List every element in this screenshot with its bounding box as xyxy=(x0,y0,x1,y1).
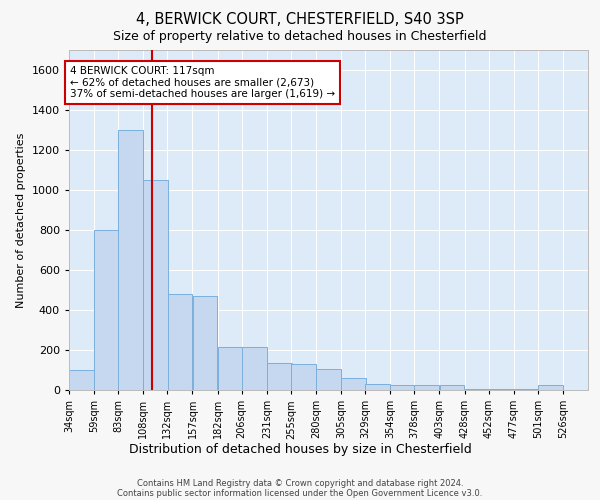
Bar xyxy=(193,296,217,390)
Bar xyxy=(440,385,464,390)
Bar xyxy=(489,389,514,390)
Bar xyxy=(316,369,341,390)
Text: Size of property relative to detached houses in Chesterfield: Size of property relative to detached ho… xyxy=(113,30,487,43)
Bar xyxy=(341,378,366,390)
Bar xyxy=(391,385,415,390)
Bar xyxy=(118,130,143,390)
Bar xyxy=(267,363,292,390)
Bar xyxy=(415,385,439,390)
Y-axis label: Number of detached properties: Number of detached properties xyxy=(16,132,26,308)
Text: 4, BERWICK COURT, CHESTERFIELD, S40 3SP: 4, BERWICK COURT, CHESTERFIELD, S40 3SP xyxy=(136,12,464,28)
Text: Contains public sector information licensed under the Open Government Licence v3: Contains public sector information licen… xyxy=(118,488,482,498)
Bar xyxy=(143,180,168,390)
Text: Contains HM Land Registry data © Crown copyright and database right 2024.: Contains HM Land Registry data © Crown c… xyxy=(137,478,463,488)
Text: Distribution of detached houses by size in Chesterfield: Distribution of detached houses by size … xyxy=(128,442,472,456)
Bar xyxy=(94,230,119,390)
Bar xyxy=(365,384,390,390)
Bar xyxy=(291,364,316,390)
Text: 4 BERWICK COURT: 117sqm
← 62% of detached houses are smaller (2,673)
37% of semi: 4 BERWICK COURT: 117sqm ← 62% of detache… xyxy=(70,66,335,99)
Bar xyxy=(69,370,94,390)
Bar xyxy=(464,389,490,390)
Bar xyxy=(538,385,563,390)
Bar xyxy=(167,294,193,390)
Bar xyxy=(242,347,266,390)
Bar xyxy=(218,347,242,390)
Bar xyxy=(514,389,539,390)
